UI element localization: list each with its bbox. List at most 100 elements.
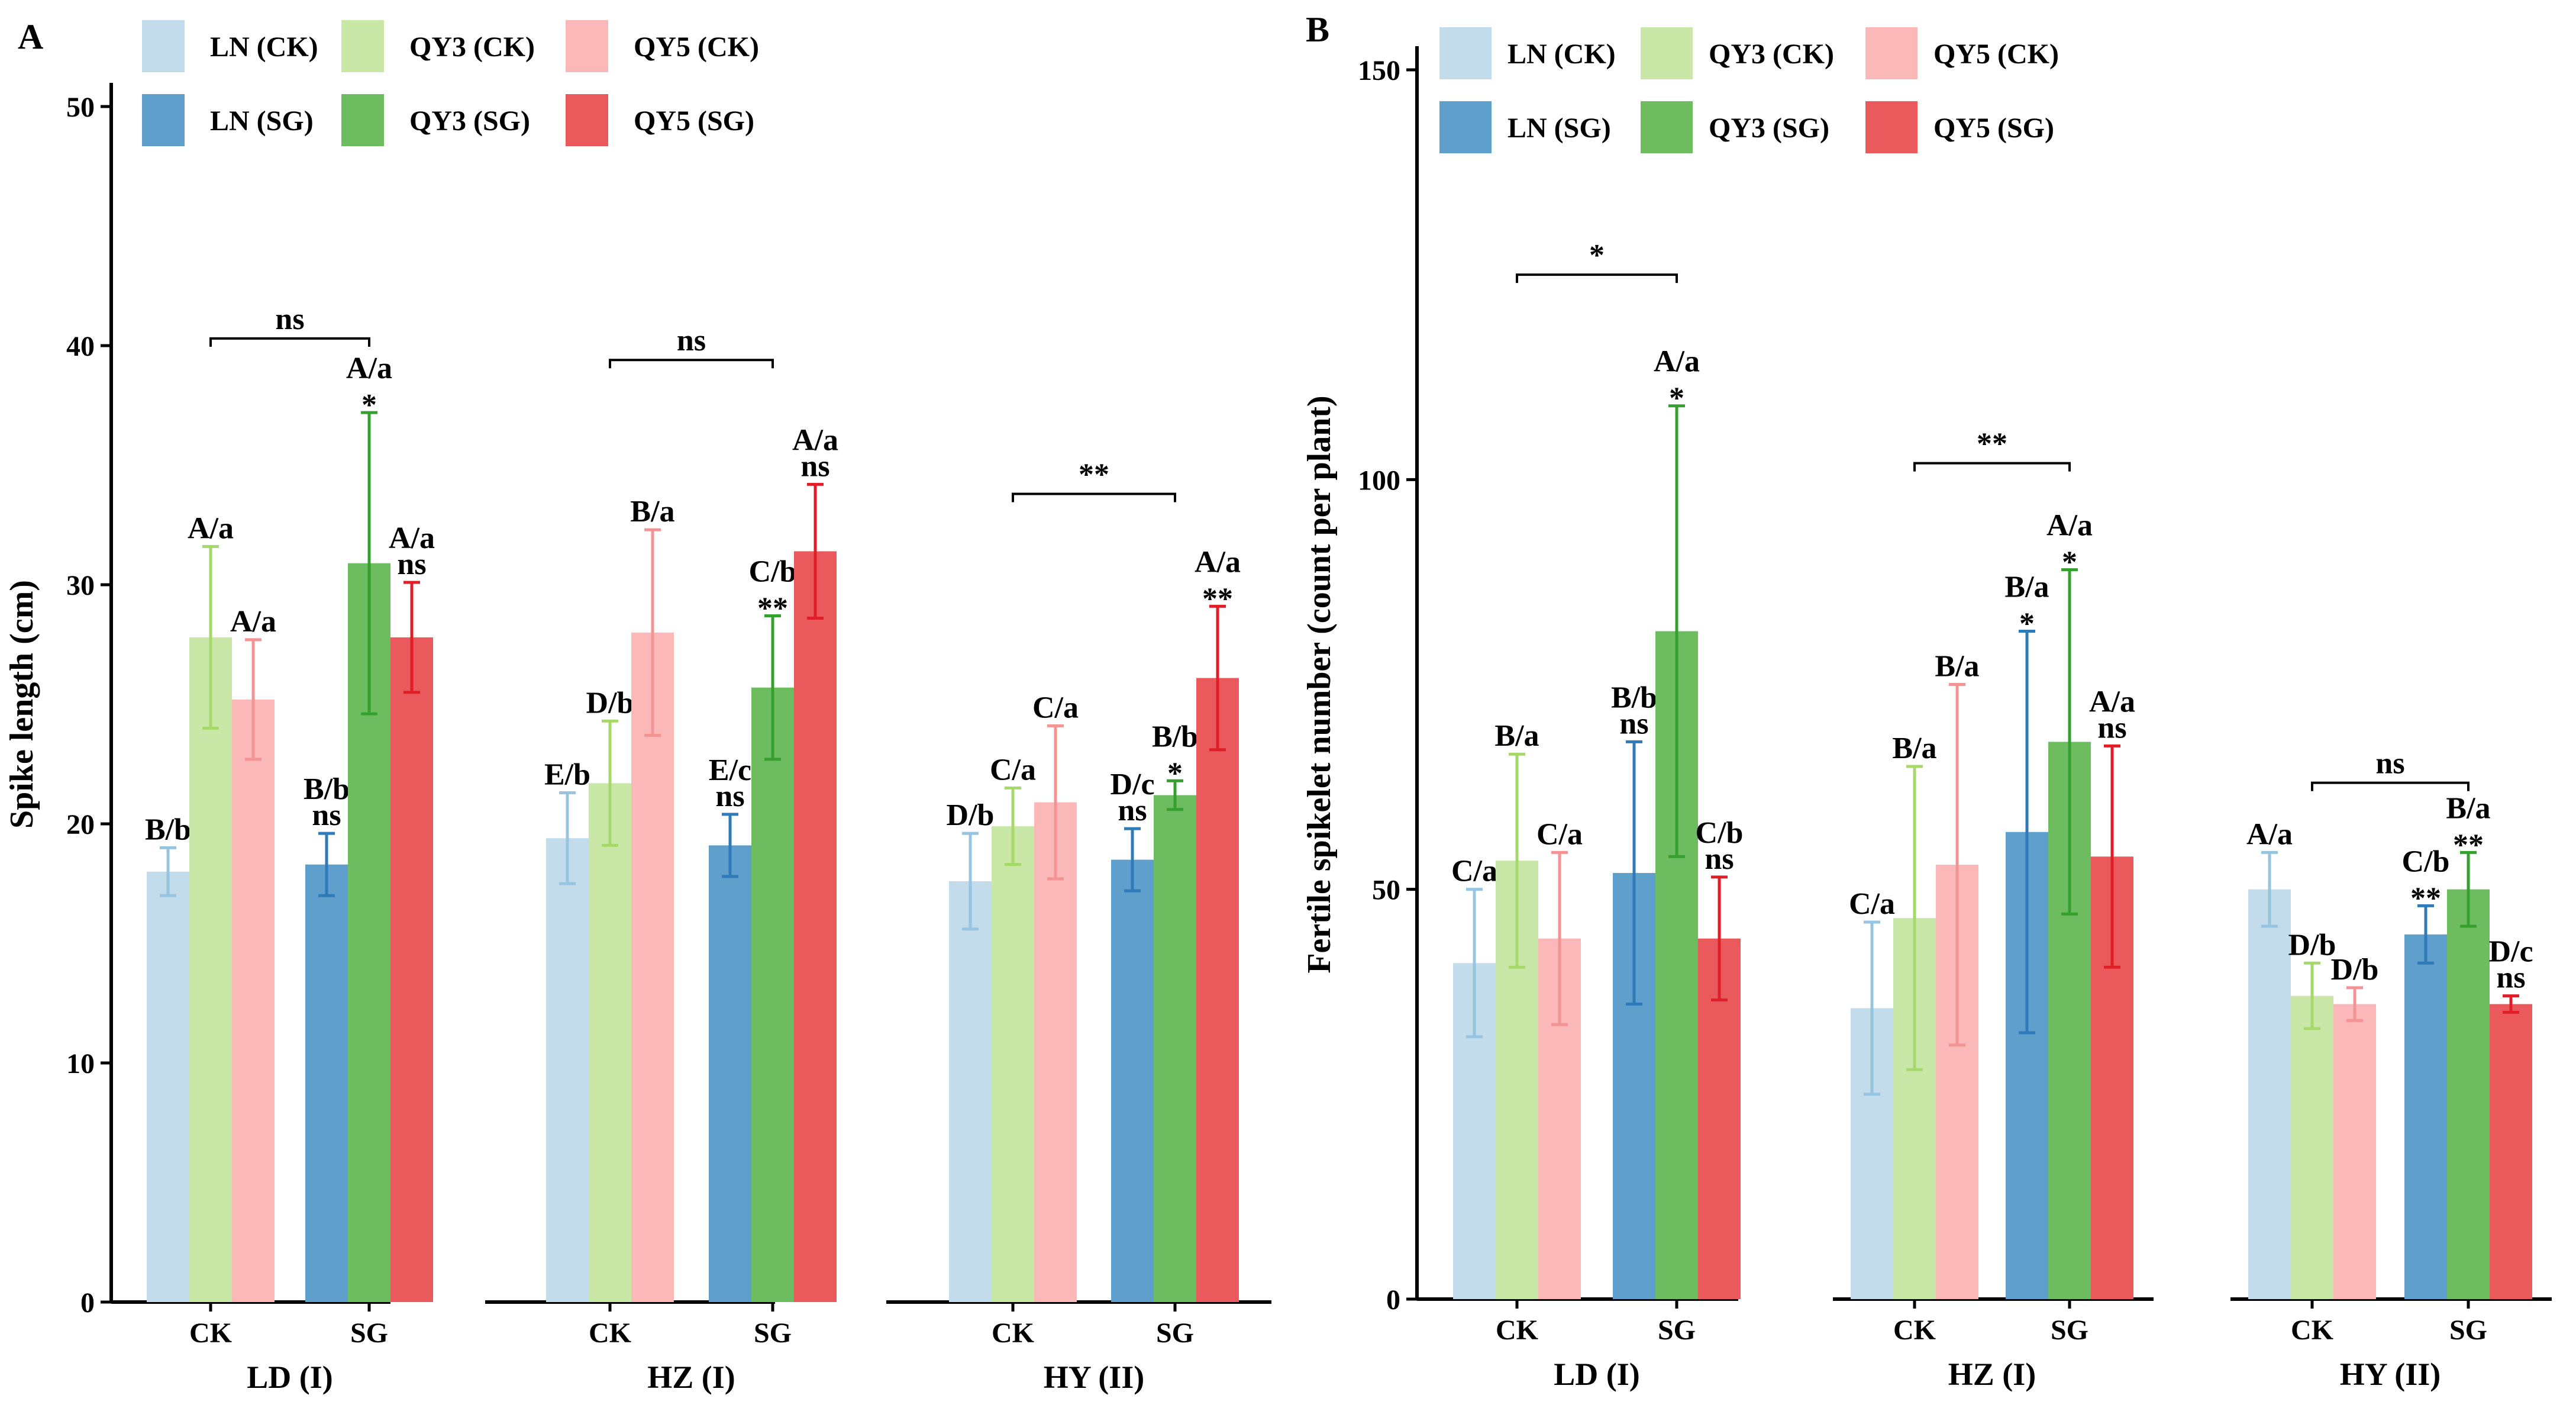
significance-label: ns <box>312 798 341 832</box>
significance-label: ** <box>757 592 788 626</box>
group-label: HZ (I) <box>1948 1357 2036 1392</box>
group-label: HY (II) <box>1044 1359 1145 1395</box>
y-tick-label: 50 <box>1372 875 1400 906</box>
bar-annotation: A/a <box>230 605 276 639</box>
comparison-bracket <box>2311 781 2470 791</box>
x-tick-label: SG <box>754 1317 792 1349</box>
significance-label: * <box>2062 546 2077 579</box>
panel-label: A <box>18 17 43 56</box>
legend-label: QY5 (SG) <box>1933 112 2054 144</box>
bar-annotation: D/b <box>586 686 634 720</box>
bar <box>189 637 232 1302</box>
bar-annotation: B/a <box>1935 650 1979 684</box>
comparison-bracket <box>1913 462 2071 472</box>
bar-annotation: B/a <box>2446 791 2490 825</box>
bar <box>546 838 589 1302</box>
x-tick-label: SG <box>350 1317 388 1349</box>
legend-swatch <box>1865 27 1918 79</box>
x-tick-label: SG <box>2449 1314 2487 1346</box>
legend-label: QY3 (SG) <box>1709 112 1829 144</box>
significance-label: ns <box>800 449 829 483</box>
legend-swatch <box>341 20 384 72</box>
y-tick-label: 0 <box>1386 1284 1400 1316</box>
y-tick-label: 40 <box>66 331 95 362</box>
bar <box>1034 802 1077 1302</box>
group-label: HY (II) <box>2340 1357 2441 1392</box>
bar-annotation: B/b <box>145 813 191 846</box>
bar <box>390 637 433 1302</box>
bar-annotation: A/a <box>792 423 838 457</box>
group-label: LD (I) <box>247 1359 333 1395</box>
significance-label: * <box>2019 607 2035 640</box>
x-tick-label: CK <box>589 1317 631 1349</box>
bar-annotation: A/a <box>389 521 435 555</box>
bar-annotation: A/a <box>2089 685 2135 719</box>
comparison-bracket <box>1012 492 1176 502</box>
bar-annotation: D/b <box>2331 953 2379 987</box>
y-tick-label: 10 <box>66 1048 95 1080</box>
y-tick-label: 20 <box>66 809 95 840</box>
significance-label: * <box>361 388 377 422</box>
significance-label: ns <box>2097 711 2126 745</box>
bar <box>2404 934 2447 1299</box>
legend-label: QY5 (CK) <box>1933 38 2059 70</box>
bar-annotation: A/a <box>188 511 234 545</box>
bar <box>794 551 837 1303</box>
significance-label: ns <box>715 779 744 813</box>
significance-label: ** <box>2410 881 2441 915</box>
x-tick-label: SG <box>1658 1314 1696 1346</box>
bar-annotation: A/a <box>2046 509 2093 543</box>
x-tick-label: SG <box>1156 1317 1194 1349</box>
bar-annotation: D/b <box>2288 928 2336 962</box>
bar <box>589 783 631 1302</box>
bar <box>305 864 348 1302</box>
bar <box>2248 889 2291 1299</box>
legend-label: QY3 (CK) <box>409 31 535 63</box>
y-tick-label: 50 <box>66 92 95 123</box>
panel-label: B <box>1306 10 1329 49</box>
bar <box>1196 678 1239 1302</box>
group-label: HZ (I) <box>647 1359 735 1395</box>
bar-annotation: E/b <box>544 758 590 791</box>
bar-annotation: D/c <box>1110 768 1154 801</box>
significance-label: * <box>1167 756 1183 790</box>
legend-swatch <box>1641 27 1693 79</box>
significance-label: ns <box>1705 842 1734 876</box>
legend-label: QY3 (CK) <box>1709 38 1834 70</box>
y-tick-label: 0 <box>80 1287 95 1319</box>
legend-swatch <box>142 94 185 146</box>
bar-annotation: C/a <box>1536 817 1583 851</box>
bracket-label: ** <box>1977 427 2007 461</box>
x-tick-label: CK <box>2291 1314 2333 1346</box>
x-tick-label: CK <box>1893 1314 1936 1346</box>
x-tick-label: CK <box>189 1317 232 1349</box>
significance-label: ns <box>2496 961 2525 995</box>
bar-annotation: B/a <box>1892 732 1936 765</box>
bar-annotation: E/c <box>709 753 751 787</box>
legend-label: LN (CK) <box>210 31 318 63</box>
bar-annotation: C/a <box>1032 691 1079 724</box>
bar-annotation: C/a <box>1849 887 1895 921</box>
bar-annotation: D/b <box>947 798 995 832</box>
bar-annotation: B/b <box>1611 681 1657 714</box>
significance-label: ns <box>1619 707 1648 740</box>
legend-label: LN (SG) <box>1507 112 1611 144</box>
bar <box>2333 1004 2376 1299</box>
legend-label: QY3 (SG) <box>409 105 530 137</box>
legend-swatch <box>566 94 608 146</box>
legend-swatch <box>1641 101 1693 153</box>
bar-annotation: A/a <box>346 352 392 385</box>
bracket-label: * <box>1589 239 1605 272</box>
bar <box>147 871 189 1302</box>
bar <box>631 632 674 1302</box>
x-tick-label: SG <box>2051 1314 2088 1346</box>
bracket-label: ** <box>1079 457 1109 491</box>
y-tick-label: 150 <box>1358 55 1400 86</box>
bracket-label: ns <box>2375 747 2404 781</box>
comparison-bracket <box>209 337 370 347</box>
y-tick-label: 100 <box>1358 465 1400 496</box>
bar-annotation: B/a <box>2004 570 2049 604</box>
bar-annotation: C/b <box>2402 845 2450 878</box>
comparison-bracket <box>609 359 774 369</box>
